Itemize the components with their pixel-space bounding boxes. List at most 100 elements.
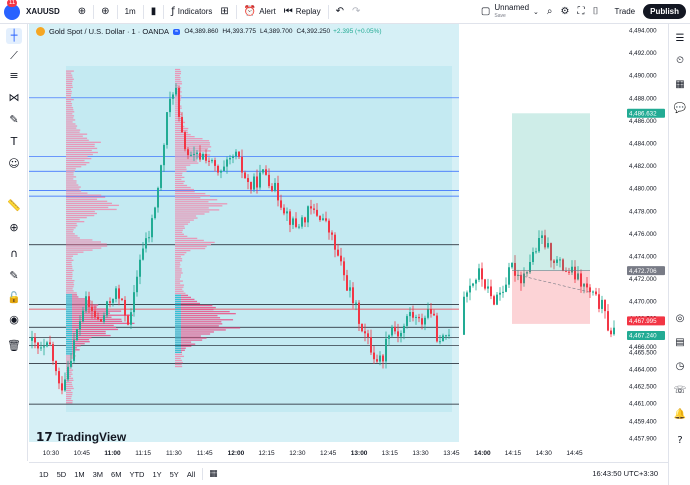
volume-profile-bar	[175, 172, 183, 174]
volume-profile-bar	[175, 131, 189, 134]
candle-body	[487, 286, 489, 289]
volume-profile-bar	[66, 121, 73, 123]
range-1d[interactable]: 1D	[39, 469, 49, 479]
quick-search-icon[interactable]: ⌕	[546, 6, 553, 17]
price-tick-label: 4,466.000	[629, 344, 657, 351]
ruler-icon[interactable]: 📏	[7, 199, 21, 212]
range-5d[interactable]: 5D	[56, 469, 67, 479]
volume-profile-bar	[175, 296, 181, 299]
range-all[interactable]: All	[186, 469, 196, 479]
symbol-search[interactable]: XAUUSD	[26, 7, 60, 16]
volume-profile-bar	[175, 233, 184, 235]
calendar-icon[interactable]: ▤	[675, 337, 685, 348]
volume-profile-bar	[66, 162, 90, 164]
candle-body	[322, 218, 324, 221]
candle-body	[505, 284, 507, 292]
range-6m[interactable]: 6M	[111, 469, 122, 479]
brush-icon[interactable]: ✎	[9, 113, 19, 126]
volume-profile-bar	[66, 70, 74, 72]
notifications-icon[interactable]: ◷	[675, 361, 685, 372]
interval-button[interactable]: 1m	[124, 7, 136, 16]
candle-body	[163, 144, 165, 166]
range-5y[interactable]: 5Y	[169, 469, 179, 479]
position-loss-zone[interactable]	[512, 270, 590, 324]
volume-profile-bar	[66, 84, 73, 87]
volume-profile-bar	[66, 82, 73, 84]
volume-profile-bar	[175, 264, 181, 266]
news-icon[interactable]: 💬	[673, 103, 687, 114]
indicators-label: Indicators	[177, 7, 213, 16]
volume-profile-bar	[175, 190, 195, 193]
volume-profile-bar	[175, 302, 181, 305]
publish-button[interactable]: Publish	[643, 4, 686, 19]
replay-button[interactable]: ⏮ Replay	[280, 0, 325, 24]
trendline-icon[interactable]: ⟋	[10, 49, 18, 62]
eye-icon[interactable]: ◉	[9, 313, 19, 326]
fib-icon[interactable]: ≡	[9, 69, 19, 82]
volume-profile-bar	[66, 206, 109, 209]
volume-profile-bar	[66, 153, 93, 156]
clock-timezone[interactable]: 16:43:50 UTC+3:30	[592, 469, 658, 478]
pattern-icon[interactable]: ⋈	[8, 91, 20, 104]
candle-body	[553, 260, 555, 263]
ideas-icon[interactable]: ▦	[675, 79, 685, 90]
target-icon[interactable]: ◎	[675, 313, 685, 324]
volume-profile-bar	[175, 160, 198, 162]
goto-date-icon[interactable]: ▦	[209, 469, 218, 479]
volume-profile-bar	[66, 155, 88, 158]
lock-drawing-icon[interactable]: ✎	[9, 269, 19, 282]
volume-profile-bar	[175, 99, 181, 101]
candle-body	[556, 259, 558, 263]
candle-body	[565, 270, 567, 272]
crosshair-icon[interactable]: ┼	[6, 28, 22, 44]
position-profit-zone[interactable]	[512, 113, 590, 271]
undo-icon[interactable]: ↶	[335, 6, 345, 17]
volume-profile-bar	[66, 326, 117, 329]
help-icon[interactable]: ?	[677, 435, 683, 446]
fullscreen-icon[interactable]: ⛶	[577, 6, 585, 17]
add-symbol-icon[interactable]: ⊕	[101, 6, 110, 17]
bell-icon[interactable]: 🔔	[673, 409, 687, 420]
layout-icon[interactable]: ▢	[480, 6, 491, 17]
volume-profile-bar	[66, 184, 79, 186]
chat-icon[interactable]: ☏	[673, 385, 687, 396]
time-tick-label: 12:30	[289, 450, 306, 457]
templates-icon[interactable]: ⊞	[220, 6, 229, 17]
range-1m[interactable]: 1M	[74, 469, 85, 479]
range-1y[interactable]: 1Y	[152, 469, 162, 479]
candle-body	[220, 170, 222, 173]
candle-body	[199, 152, 201, 160]
volume-profile-bar	[66, 210, 95, 213]
alerts-clock-icon[interactable]: ⏲	[676, 55, 684, 66]
candles-type-icon[interactable]: ▮	[150, 6, 157, 17]
volume-profile-bar	[175, 339, 203, 341]
candle-body	[178, 88, 180, 117]
text-icon[interactable]: T	[10, 135, 18, 148]
layout-chevron-icon[interactable]: ⌄	[533, 7, 539, 16]
trash-icon[interactable]: 🗑	[7, 339, 21, 352]
watchlist-icon[interactable]: ☰	[675, 33, 685, 44]
volume-profile-bar	[175, 211, 210, 213]
range-ytd[interactable]: YTD	[129, 469, 145, 479]
volume-profile-bar	[66, 198, 98, 200]
zoom-icon[interactable]: ⊕	[9, 221, 19, 234]
candle-body	[379, 355, 381, 362]
alert-button[interactable]: ⏰ Alert	[240, 0, 280, 24]
price-chart[interactable]: 4,494.000 4,492.000 4,490.000 4,488.000 4,48…	[12, 24, 666, 461]
indicators-button[interactable]: ƒ Indicators	[167, 0, 216, 24]
trade-button[interactable]: Trade	[614, 7, 636, 16]
volume-profile-bar	[66, 282, 74, 284]
volume-profile-bar	[66, 251, 84, 253]
settings-icon[interactable]: ⚙	[560, 6, 570, 17]
snapshot-camera-icon[interactable]: ⌷	[592, 6, 599, 17]
magnet-icon[interactable]: ∩	[9, 247, 19, 260]
compare-symbol-icon[interactable]: ⊕	[77, 6, 87, 17]
layout-name[interactable]: Unnamed Save	[494, 3, 529, 20]
lock-icon[interactable]: 🔓	[7, 291, 21, 304]
chart-pane[interactable]: 4,494.000 4,492.000 4,490.000 4,488.000 4,48…	[12, 24, 666, 461]
profile-avatar[interactable]: 11	[4, 0, 20, 20]
range-3m[interactable]: 3M	[92, 469, 104, 479]
volume-profile-bar	[66, 306, 97, 308]
redo-icon[interactable]: ↷	[352, 6, 361, 17]
emoji-icon[interactable]: ☺	[8, 157, 20, 170]
